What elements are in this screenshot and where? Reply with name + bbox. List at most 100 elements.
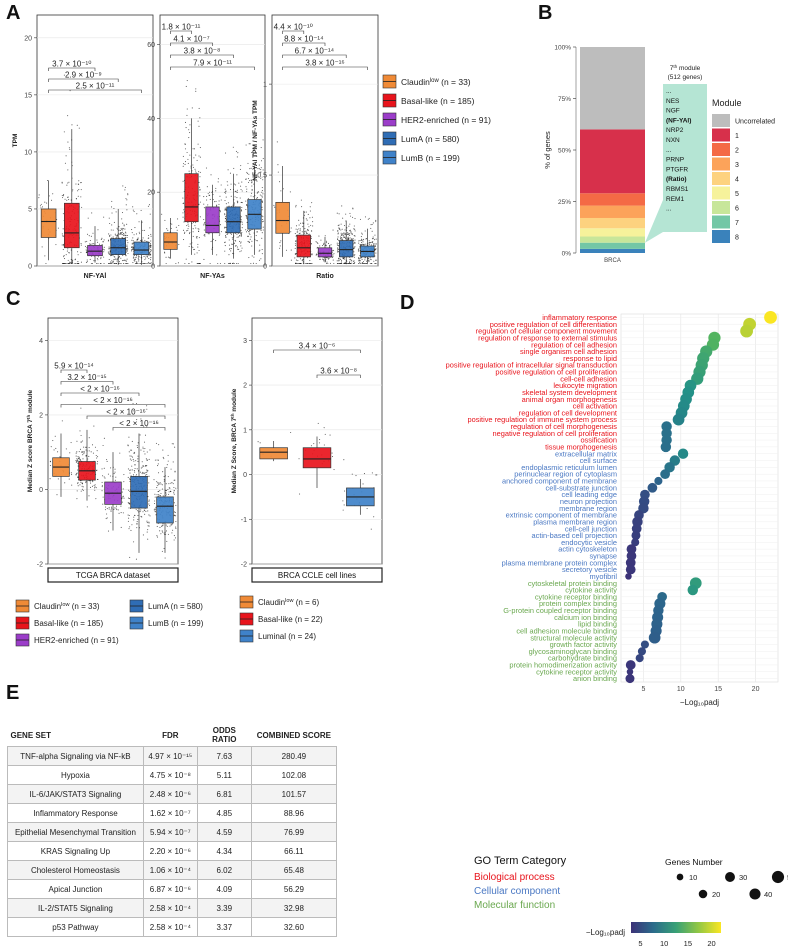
panel-a-nfyas-point — [240, 235, 242, 237]
panel-a-nfyas-point — [261, 196, 263, 198]
panel-a-nfyal-point — [69, 261, 71, 263]
panel-a-nfyal-point — [149, 262, 151, 265]
panel-a-ratio-point — [337, 233, 339, 235]
panel-a-nfyal-point — [126, 247, 128, 250]
panel-c-tcga-point — [96, 463, 98, 465]
panel-a-nfyal-point — [78, 127, 80, 129]
panel-c-ccle-dataset-box — [251, 567, 383, 583]
panel-c-tcga-point — [160, 492, 162, 495]
panel-a-nfyal-point — [108, 258, 110, 261]
panel-a-nfyal-point — [132, 240, 134, 242]
panel-c-tcga-point — [88, 455, 90, 457]
panel-a-nfyas-point — [233, 183, 235, 185]
panel-c-tcga-point — [82, 454, 84, 456]
panel-c-tcga-point — [156, 459, 158, 461]
panel-a-ratio-point — [296, 262, 298, 265]
go-term-label: extrinsic component of membrane — [506, 511, 617, 520]
panel-c-tcga-point — [133, 516, 135, 518]
panel-a-ratio-point — [279, 181, 281, 183]
panel-a-ratio-point — [303, 211, 306, 213]
panel-c-tcga-point — [76, 458, 78, 460]
panel-a-ratio-point — [372, 238, 374, 240]
panel-c-tcga-point — [91, 444, 94, 446]
c-legend-label-claudin: Claudinlow (n = 33) — [34, 602, 100, 611]
panel-a-ratio-bracket — [282, 66, 368, 70]
panel-a-nfyal-point — [135, 256, 137, 258]
panel-c-tcga-point — [131, 469, 133, 471]
panel-a-nfyal-point — [101, 237, 103, 239]
panel-a-ratio-point — [309, 217, 311, 219]
go-term-label: cell adhesion molecule binding — [516, 626, 617, 635]
panel-a-ratio-point — [332, 254, 334, 256]
panel-a-nfyal-point — [113, 207, 115, 210]
panel-a-nfyas-point — [217, 262, 219, 265]
bar-segment-module-5 — [580, 228, 645, 237]
panel-c-ccle-point — [323, 444, 325, 446]
panel-a-ratio-point — [348, 225, 350, 227]
panel-a-nfyal-point — [68, 181, 70, 183]
panel-c-tcga-point — [157, 459, 159, 461]
panel-a-ratio-bracket — [282, 30, 305, 34]
panel-a-nfyas-point — [176, 229, 178, 231]
panel-c-tcga-point — [123, 481, 125, 483]
panel-a-nfyas-point — [184, 231, 186, 233]
panel-a-ratio-point — [325, 262, 328, 265]
panel-c-tcga-point — [146, 469, 148, 471]
panel-c-tcga-point — [162, 524, 164, 526]
panel-a-nfyas-point — [184, 262, 186, 265]
go-term-label: cell-substrate junction — [546, 483, 617, 492]
panel-a-nfyas-point — [192, 247, 194, 249]
panel-a-nfyas-point — [224, 245, 226, 247]
panel-c-tcga-point — [175, 515, 177, 517]
panel-c-tcga-point — [158, 444, 160, 446]
go-term-label: neuron projection — [560, 497, 617, 506]
panel-a-nfyal-point — [125, 262, 127, 265]
panel-a-nfyal-point — [115, 262, 117, 265]
panel-a-nfyas-point — [186, 80, 188, 82]
panel-a-nfyal-point — [137, 258, 139, 260]
panel-a-nfyas-point — [203, 203, 205, 205]
panel-a-nfyas-point — [261, 237, 263, 239]
module-legend-swatch — [712, 143, 730, 156]
panel-c-tcga-point — [130, 455, 132, 457]
panel-c-tcga-point — [111, 508, 113, 510]
panel-a-nfyas-point — [233, 202, 236, 204]
panel-c-tcga-point — [140, 467, 142, 469]
panel-a-nfyas-point — [182, 212, 184, 214]
panel-c-tcga-point — [154, 502, 156, 505]
panel-a-nfyas-point — [239, 251, 241, 253]
panel-c-tcga-dataset-label: TCGA BRCA dataset — [76, 571, 151, 580]
panel-a-nfyal-point — [134, 260, 136, 262]
go-term-label: cell leading edge — [562, 490, 617, 499]
panel-a-nfyas-point — [248, 173, 250, 175]
panel-a-ratio-point — [354, 235, 356, 237]
panel-c-tcga-point — [168, 493, 170, 495]
panel-c-tcga-point — [65, 448, 67, 450]
panel-a-nfyas-point — [262, 139, 264, 141]
panel-a-nfyal-point — [38, 194, 40, 196]
panel-a-ratio-point — [372, 244, 374, 246]
panel-a-ratio-point — [304, 230, 306, 233]
panel-c-tcga-point — [134, 464, 136, 466]
panel-c-tcga-point — [64, 482, 66, 484]
panel-c-tcga-point — [143, 450, 145, 452]
panel-c-tcga-point — [148, 521, 150, 523]
panel-a-nfyal-point — [143, 229, 146, 231]
bar-ytick-label: 25% — [558, 199, 571, 206]
panel-a-nfyas-point — [205, 167, 208, 169]
panel-a-nfyas-point — [189, 154, 191, 156]
panel-a-ratio-point — [343, 236, 345, 238]
panel-a-nfyas-ytick-label: 20 — [147, 190, 155, 197]
panel-a-nfyas-point — [251, 182, 253, 184]
panel-a-nfyas-point — [164, 219, 166, 221]
panel-a-nfyal-point — [149, 248, 151, 251]
panel-a-nfyas-point — [245, 178, 247, 180]
panel-a-nfyas-point — [219, 209, 221, 211]
panel-a-nfyal-point — [127, 193, 129, 195]
panel-a-nfyas-point — [230, 247, 233, 250]
panel-a-nfyas-point — [188, 129, 190, 131]
go-term-label: leukocyte migration — [553, 381, 617, 390]
panel-a-nfyal-point — [63, 262, 65, 265]
panel-a-ratio-point — [299, 258, 301, 260]
panel-a-nfyal-point — [136, 213, 138, 215]
